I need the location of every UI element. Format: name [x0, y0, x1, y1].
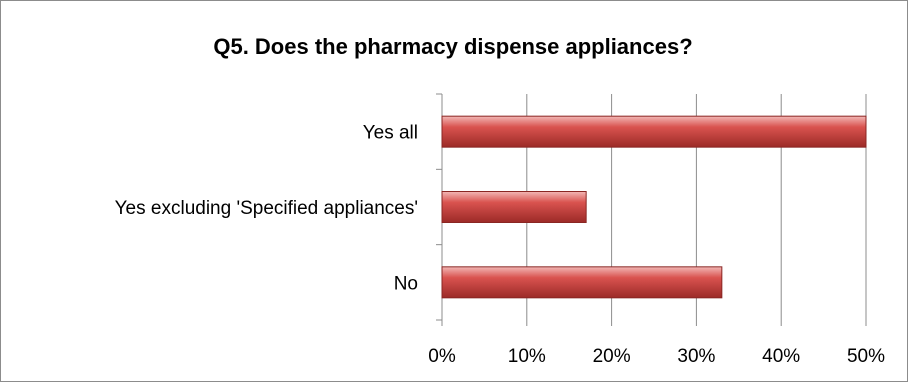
- chart-title: Q5. Does the pharmacy dispense appliance…: [213, 34, 693, 59]
- x-tick-labels: 0% 10% 20% 30% 40% 50%: [428, 346, 885, 367]
- category-label: No: [394, 273, 418, 294]
- bar: [441, 266, 723, 299]
- category-labels: Yes all Yes excluding 'Specified applianc…: [115, 123, 418, 295]
- bar: [441, 115, 867, 148]
- x-tick-label: 30%: [677, 346, 715, 367]
- category-label: Yes excluding 'Specified appliances': [115, 198, 418, 219]
- x-tick-label: 20%: [593, 346, 631, 367]
- category-label: Yes all: [363, 123, 418, 144]
- x-tick-label: 0%: [428, 346, 456, 367]
- x-tick-label: 40%: [762, 346, 800, 367]
- x-tick-label: 50%: [847, 346, 885, 367]
- bars: [441, 115, 867, 299]
- bar: [441, 191, 587, 223]
- x-tick-label: 10%: [508, 346, 546, 367]
